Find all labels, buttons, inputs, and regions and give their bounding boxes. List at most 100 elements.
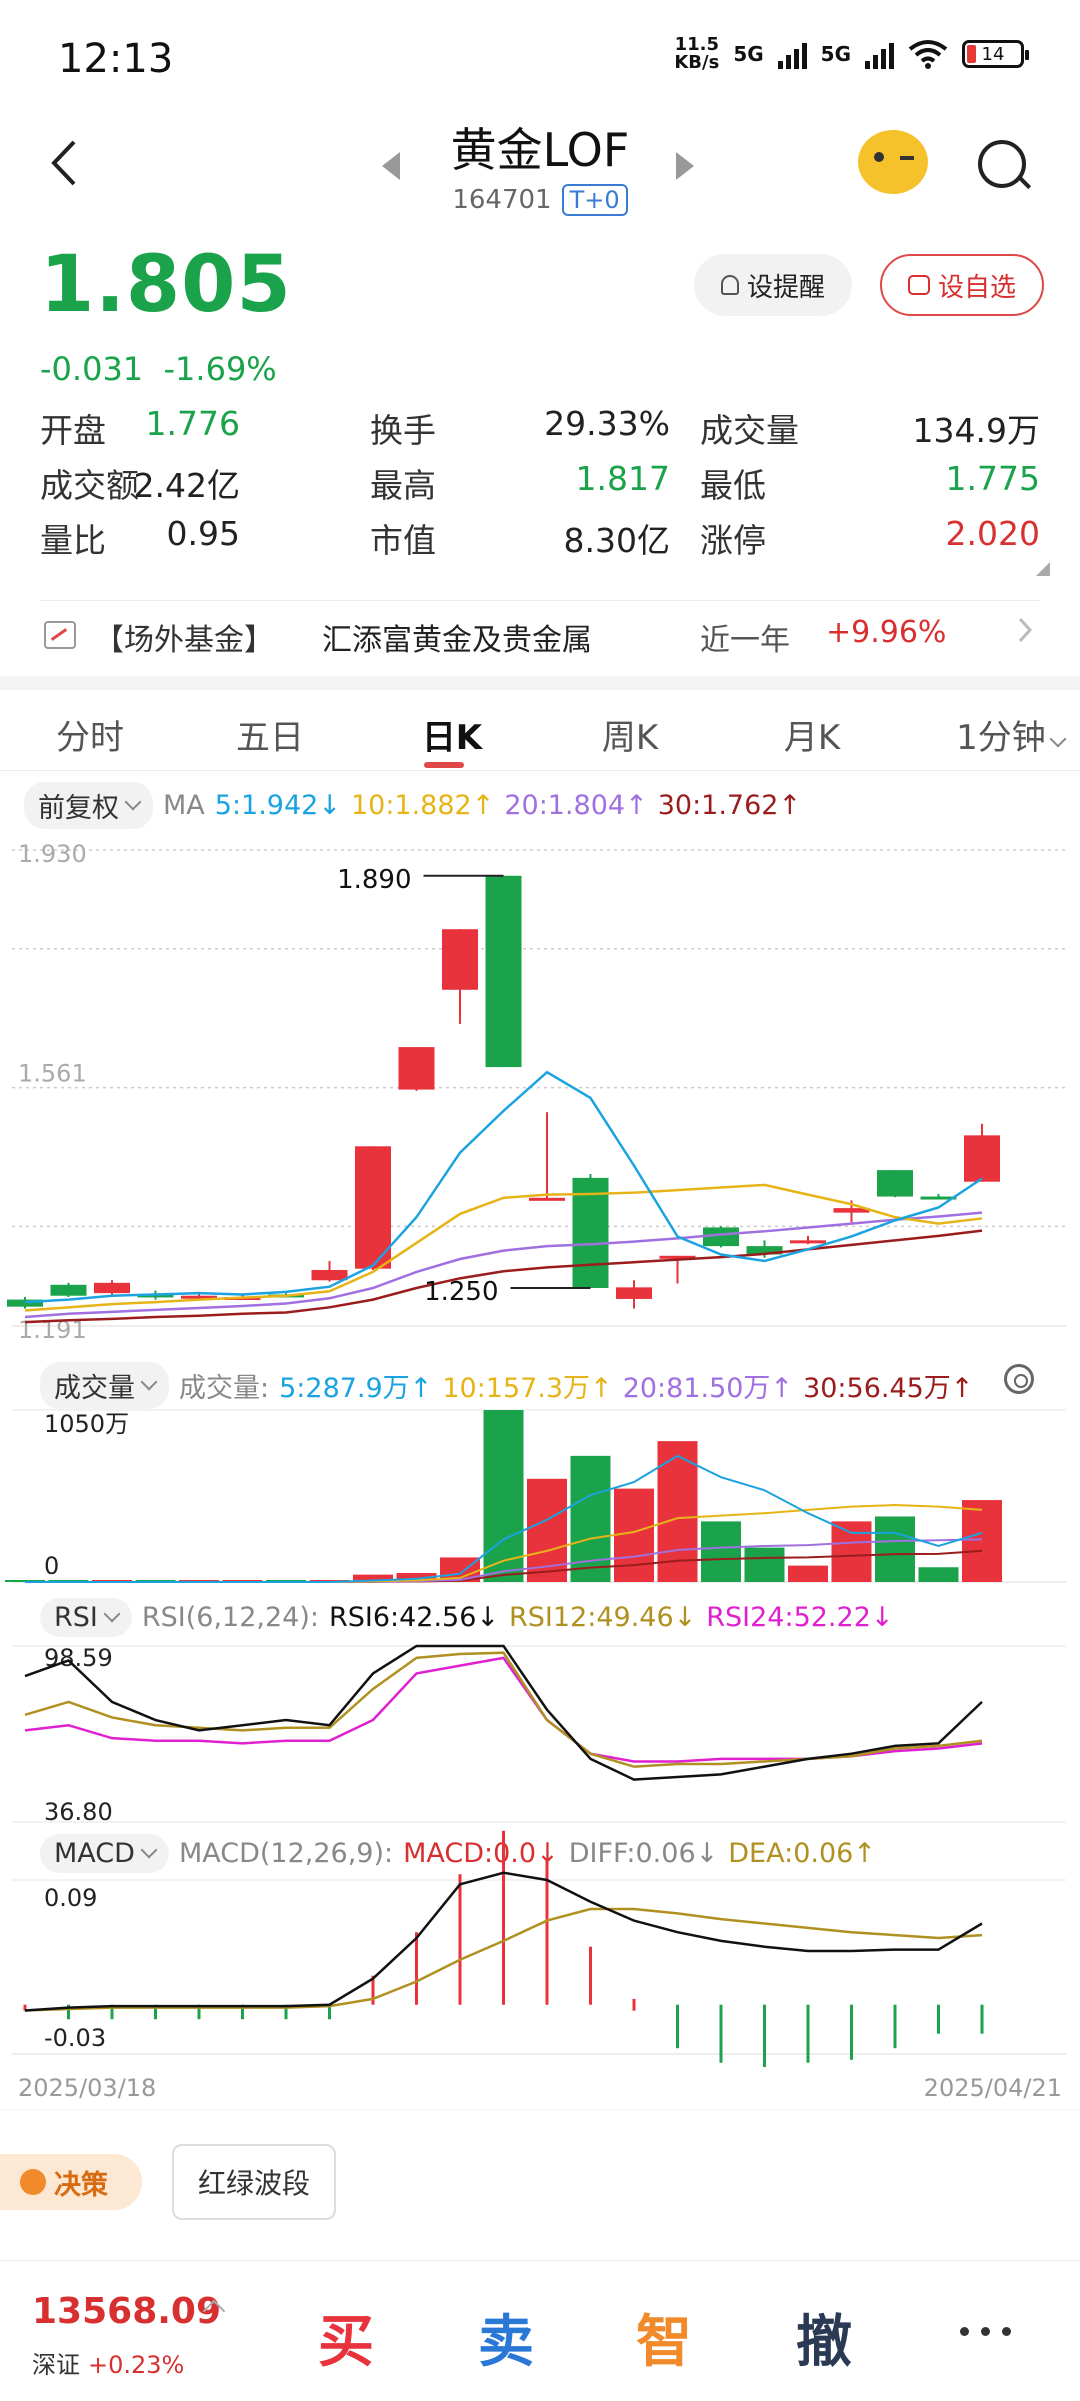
add-watchlist-label: 设自选 — [937, 272, 1016, 303]
quote-stats: 开盘 1.776 换手 29.33% 成交量 134.9万 成交额 2.42亿 最高 1.817 最… — [40, 404, 1040, 569]
rsi12-value: RSI12:49.46↓ — [509, 1602, 697, 1633]
stat-value: 2.42亿 — [133, 466, 240, 505]
volume-bar — [875, 1516, 915, 1582]
top-nav: 黄金LOF 164701 T+0 — [0, 110, 1080, 220]
mascot-icon[interactable] — [858, 130, 928, 194]
kline-chart[interactable]: 1.9301.5611.1911.8901.2501050万098.5936.8… — [0, 820, 1080, 2110]
volume-bar — [788, 1565, 828, 1582]
stat-label: 换手 — [370, 411, 436, 450]
search-icon[interactable] — [978, 140, 1026, 188]
volume-indicator-selector[interactable]: 成交量 — [40, 1362, 169, 1409]
ma30-value: 30:1.762↑ — [657, 790, 802, 821]
status-bar: 12:13 11.5 KB/s 5G 5G 14 — [0, 0, 1080, 110]
red-green-wave-button[interactable]: 红绿波段 — [172, 2144, 336, 2220]
stat-label: 市值 — [370, 521, 436, 560]
sell-button[interactable]: 卖 — [478, 2310, 534, 2375]
stat-value: 1.775 — [945, 459, 1040, 498]
stock-title: 黄金LOF — [450, 123, 630, 177]
net-speed-unit: KB/s — [674, 52, 720, 73]
settings-gear-icon[interactable] — [1004, 1364, 1034, 1394]
decision-button[interactable]: 决策 — [0, 2154, 142, 2210]
stat-value: 2.020 — [945, 514, 1040, 553]
ma10-value: 10:1.882↑ — [350, 790, 495, 821]
stat-label: 量比 — [40, 521, 106, 560]
set-alert-label: 设提醒 — [746, 272, 825, 303]
candle-body — [920, 1196, 957, 1200]
set-alert-button[interactable]: 设提醒 — [694, 254, 852, 316]
adjust-selector[interactable]: 前复权 — [24, 782, 153, 829]
ma20-value: 20:1.804↑ — [504, 790, 648, 821]
prev-stock-icon[interactable] — [382, 152, 400, 180]
candle-body — [877, 1170, 913, 1197]
tab-0[interactable]: 分时 — [56, 718, 124, 758]
volume-legend: 成交量 成交量: 5:287.9万↑ 10:157.3万↑ 20:81.50万↑… — [40, 1362, 973, 1409]
candle-body — [181, 1295, 217, 1299]
index-name: 深证 — [32, 2351, 80, 2379]
rsi-axis-bottom: 36.80 — [44, 1798, 113, 1826]
cancel-order-button[interactable]: 撤 — [796, 2310, 852, 2375]
tab-2[interactable]: 日K — [421, 718, 483, 758]
fund-name: 汇添富黄金及贵金属 — [322, 623, 592, 658]
stat-value: 0.95 — [166, 514, 240, 553]
tab-3[interactable]: 周K — [601, 718, 659, 758]
volume-axis-bottom: 0 — [44, 1552, 59, 1580]
volume-bar — [962, 1500, 1002, 1582]
volume-bar — [918, 1567, 959, 1582]
macd-selector[interactable]: MACD — [40, 1834, 169, 1873]
candle-body — [746, 1246, 783, 1255]
stat-label: 成交量 — [700, 411, 799, 450]
trade-footer: 13568.09 深证 +0.23% 买 卖 智 撤 — [0, 2260, 1080, 2401]
fund-tag: 【场外基金】 — [94, 623, 274, 658]
red-green-wave-label: 红绿波段 — [197, 2167, 310, 2200]
net-speed-value: 11.5 — [674, 34, 720, 55]
candle-body — [398, 1047, 435, 1090]
candle-body — [529, 1197, 565, 1201]
vol-ma5-line — [25, 1454, 983, 1583]
dea-line — [24, 1907, 983, 2012]
index-change: +0.23% — [88, 2351, 185, 2379]
tab-4[interactable]: 月K — [783, 718, 841, 758]
back-arrow-icon[interactable] — [44, 138, 84, 188]
stat-value: 134.9万 — [912, 411, 1040, 450]
tab-5[interactable]: 1分钟 — [940, 710, 1080, 759]
candle-body — [355, 1146, 391, 1269]
rsi-legend: RSI RSI(6,12,24): RSI6:42.56↓ RSI12:49.4… — [40, 1598, 894, 1637]
stat-label: 最低 — [700, 466, 766, 505]
vol-ma20-value: 20:81.50万↑ — [622, 1373, 794, 1404]
stat-label: 成交额 — [40, 466, 139, 505]
smart-button[interactable]: 智 — [636, 2310, 692, 2375]
rsi24-line — [24, 1656, 983, 1763]
vol-ma30-value: 30:56.45万↑ — [803, 1373, 974, 1404]
add-watchlist-button[interactable]: 设自选 — [880, 254, 1044, 316]
change-percent: -1.69% — [163, 350, 277, 388]
battery-level: 14 — [981, 43, 1005, 65]
ma-label: MA — [163, 790, 205, 821]
macd-axis-top: 0.09 — [44, 1884, 97, 1912]
candle-body — [790, 1240, 826, 1244]
high-annotation-label: 1.890 — [337, 865, 411, 895]
more-icon[interactable] — [960, 2327, 1011, 2336]
signal-icon — [777, 39, 807, 69]
fund-banner[interactable]: 【场外基金】 汇添富黄金及贵金属 近一年 +9.96% — [40, 600, 1040, 671]
net-speed: 11.5 KB/s — [674, 36, 719, 72]
buy-button[interactable]: 买 — [318, 2310, 374, 2375]
date-start: 2025/03/18 — [18, 2074, 156, 2102]
volume-axis-top: 1050万 — [44, 1410, 129, 1438]
macd-chip-label: MACD — [54, 1838, 135, 1869]
ma30-line — [24, 1229, 983, 1324]
volume-bar — [744, 1547, 785, 1582]
candle-body — [833, 1208, 870, 1213]
sim1-label: 5G — [733, 42, 764, 66]
rsi-selector[interactable]: RSI — [40, 1598, 132, 1637]
volume-bar — [831, 1521, 872, 1582]
next-stock-icon[interactable] — [676, 152, 694, 180]
volume-bar — [483, 1410, 524, 1582]
change-value: -0.031 — [40, 350, 144, 388]
rsi6-line — [24, 1644, 983, 1781]
expand-stats-icon[interactable] — [1036, 562, 1050, 576]
tab-1[interactable]: 五日 — [236, 718, 304, 758]
low-annotation-label: 1.250 — [424, 1277, 498, 1307]
stat-label: 最高 — [370, 466, 436, 505]
index-value[interactable]: 13568.09 — [32, 2291, 222, 2332]
rsi12-line — [24, 1651, 983, 1768]
